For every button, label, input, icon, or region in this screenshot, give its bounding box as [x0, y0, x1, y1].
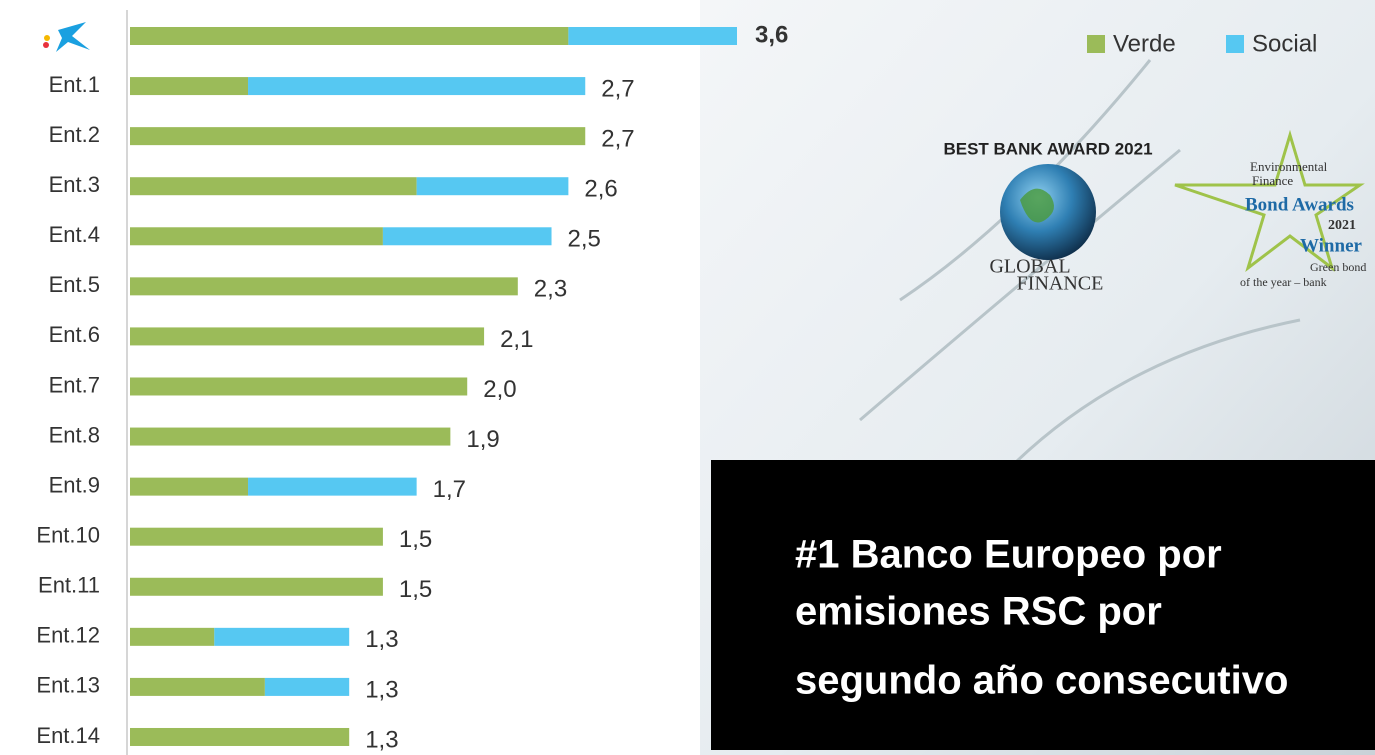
y-tick-label: Ent.7: [49, 372, 100, 397]
legend-swatch: [1087, 35, 1105, 53]
award-text: BEST BANK AWARD 2021: [943, 139, 1152, 158]
value-label: 2,7: [601, 125, 634, 152]
value-label: 1,9: [466, 426, 499, 453]
bar-segment: [382, 227, 552, 246]
award-text: FINANCE: [1017, 273, 1104, 295]
y-tick-label: Ent.10: [36, 523, 100, 548]
y-tick-label: Ent.2: [49, 122, 100, 147]
value-label: 2,0: [483, 376, 516, 403]
award-text: Bond Awards: [1245, 194, 1354, 215]
bar-segment: [130, 677, 265, 696]
logo: [43, 22, 90, 52]
y-tick-label: Ent.1: [49, 72, 100, 97]
value-label: 1,7: [433, 476, 466, 503]
award-global-finance: BEST BANK AWARD 2021 GLOBAL FINANCE: [943, 139, 1152, 294]
headline-box: #1 Banco Europeo por emisiones RSC por s…: [711, 460, 1375, 750]
legend-swatch: [1226, 35, 1244, 53]
value-label: 1,3: [365, 676, 398, 703]
bar-segment: [130, 127, 586, 146]
bar-segment: [130, 727, 350, 746]
headline-text: #1 Banco Europeo por: [795, 533, 1222, 577]
value-label: 2,3: [534, 276, 567, 303]
y-tick-label: Ent.5: [49, 272, 100, 297]
headline-text: emisiones RSC por: [795, 590, 1162, 634]
bar-segment: [264, 677, 350, 696]
bar-segment: [130, 177, 417, 196]
award-text: Environmental: [1250, 159, 1328, 174]
y-tick-label: Ent.14: [36, 723, 100, 748]
award-text: Green bond: [1310, 260, 1366, 274]
award-text: Winner: [1300, 235, 1363, 256]
bar-segment: [248, 77, 586, 96]
y-tick-label: Ent.11: [38, 573, 100, 598]
bar-segment: [130, 527, 383, 546]
award-environmental-finance: Environmental Finance Bond Awards 2021 W…: [1174, 129, 1366, 289]
y-tick-label: Ent.8: [49, 422, 100, 447]
y-tick-label: Ent.3: [49, 172, 100, 197]
value-label: 2,5: [568, 226, 601, 253]
value-label: 1,3: [365, 626, 398, 653]
bar-segment: [130, 427, 451, 446]
y-tick-label: Ent.9: [49, 472, 100, 497]
headline-text: segundo año consecutivo: [795, 659, 1288, 703]
value-label: 3,6: [755, 21, 788, 48]
bar-segment: [130, 277, 518, 296]
award-text: 2021: [1328, 218, 1356, 233]
value-label: 2,6: [584, 176, 617, 203]
bar-segment: [248, 477, 417, 496]
bar-segment: [416, 177, 569, 196]
value-label: 1,3: [365, 726, 398, 753]
bar-segment: [130, 327, 485, 346]
bar-segment: [130, 477, 249, 496]
bar-segment: [130, 27, 569, 45]
y-tick-label: Ent.6: [49, 322, 100, 347]
award-text: GLOBAL: [989, 256, 1070, 278]
legend-label: Social: [1252, 30, 1317, 57]
bar-segment: [130, 577, 383, 596]
y-tick-label: Ent.4: [49, 222, 100, 247]
y-tick-label: Ent.13: [36, 673, 100, 698]
award-text: Finance: [1252, 173, 1293, 188]
y-tick-label: Ent.12: [36, 623, 100, 648]
bar-segment: [130, 627, 215, 646]
bar-segment: [130, 227, 383, 246]
award-text: of the year – bank: [1240, 275, 1327, 289]
value-label: 1,5: [399, 576, 432, 603]
legend-label: Verde: [1113, 30, 1176, 57]
value-label: 2,1: [500, 326, 533, 353]
plot: 3,6 Ent.1 2,7 Ent.2 2,7 Ent.3 2,6 Ent.4 2,5 Ent.5…: [36, 21, 1317, 753]
bar-segment: [130, 377, 468, 396]
bar-segment: [568, 27, 737, 45]
bar-segment: [130, 77, 249, 96]
value-label: 2,7: [601, 75, 634, 102]
value-label: 1,5: [399, 526, 432, 553]
bar-segment: [214, 627, 350, 646]
